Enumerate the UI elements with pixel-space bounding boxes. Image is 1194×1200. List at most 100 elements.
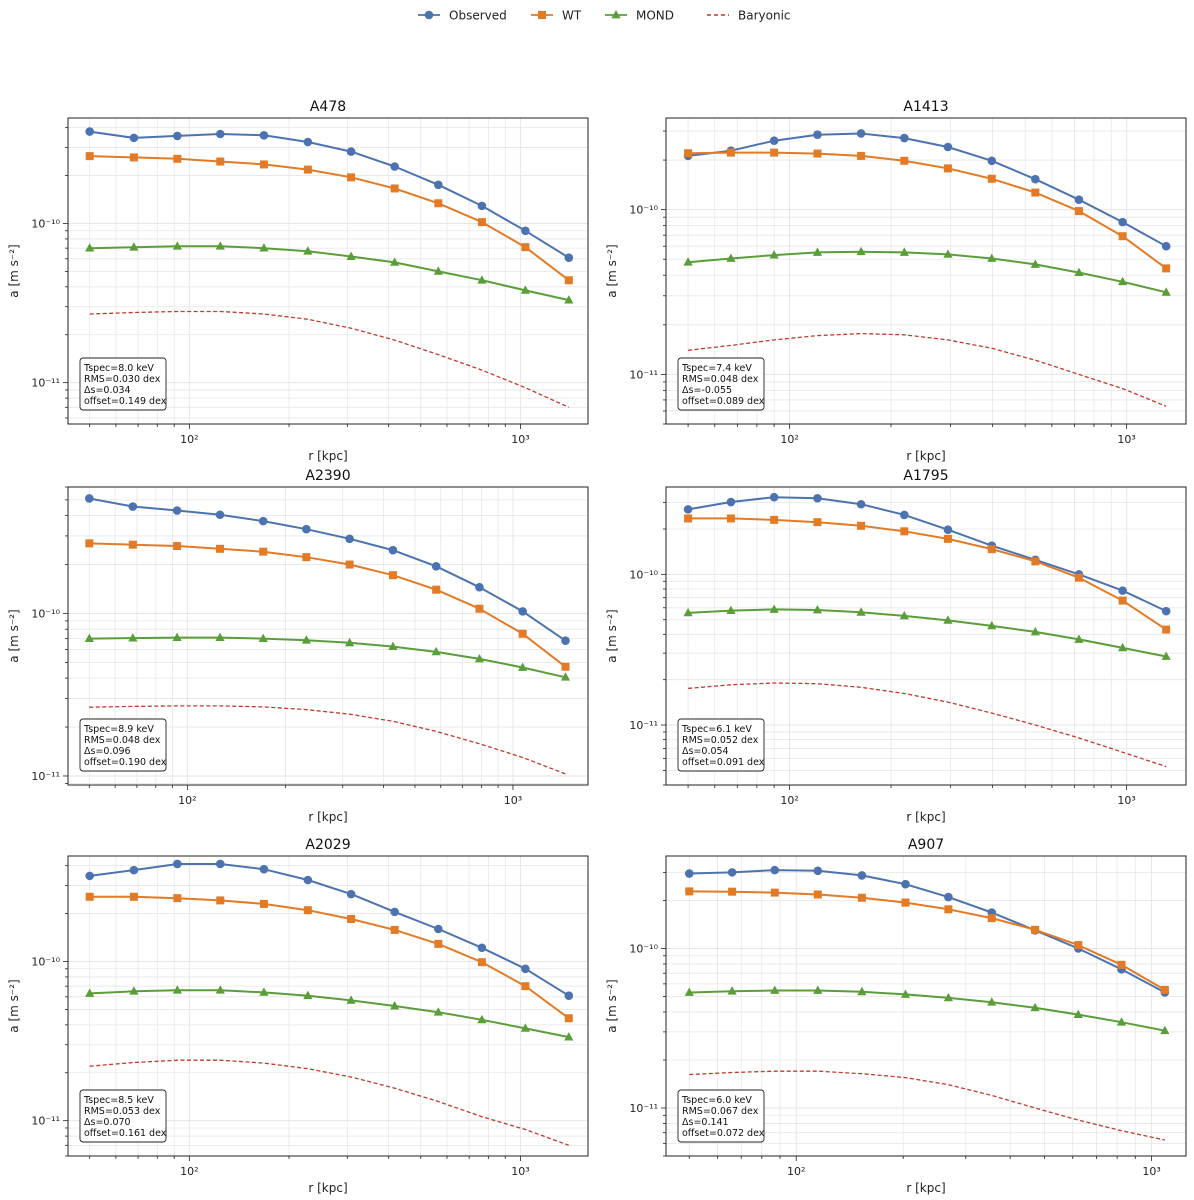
panel-title: A1413 [903, 99, 948, 115]
data-point-wt [561, 662, 570, 671]
plot-frame [67, 855, 589, 1157]
series-line-mond [89, 245, 570, 302]
data-point-mond [564, 295, 574, 304]
data-point-mond [520, 285, 530, 294]
legend-marker-circle [424, 10, 434, 20]
y-tick-label: 10⁻¹⁰ [629, 568, 658, 581]
data-point-wt [987, 914, 996, 923]
data-point-wt [564, 276, 573, 285]
data-point-observed [345, 534, 354, 544]
data-point-wt [216, 896, 225, 905]
data-point-observed [727, 868, 737, 877]
series-line-wt [89, 155, 570, 281]
data-point-wt [901, 898, 910, 907]
stats-line: Δs=0.096 [84, 746, 131, 757]
series-line-wt [89, 895, 570, 1020]
series-baryonic [89, 1059, 570, 1146]
data-point-observed [390, 162, 399, 171]
data-point-mond [812, 247, 823, 256]
data-point-mond [857, 986, 867, 996]
data-point-wt [1117, 960, 1126, 969]
data-point-observed [987, 156, 997, 166]
x-tick-label: 10² [780, 433, 798, 446]
series-line-baryonic [689, 1070, 1166, 1141]
data-point-observed [813, 493, 822, 503]
data-point-observed [259, 864, 269, 874]
stats-box-frame [677, 718, 765, 772]
data-point-wt [1162, 264, 1171, 273]
data-point-wt [85, 152, 94, 161]
data-point-observed [172, 506, 182, 515]
y-axis-label: a [m s⁻²] [605, 979, 619, 1032]
data-point-observed [769, 136, 779, 146]
data-point-wt [259, 160, 268, 169]
data-point-wt [987, 545, 996, 554]
data-point-mond [726, 253, 736, 262]
data-point-mond [477, 275, 487, 284]
panel-a478: 10² 10³ 10⁻¹¹ 10⁻¹⁰ A478 r [kpc] a [m s⁻²] Tspe… [7, 99, 589, 463]
panel-title: A2029 [305, 837, 350, 853]
legend-entry-baryonic: Baryonic [707, 9, 791, 23]
data-point-observed [303, 137, 313, 147]
data-point-wt [1118, 596, 1127, 605]
x-tick-label: 10³ [1117, 433, 1135, 446]
series-line-mond [688, 250, 1167, 294]
series-line-mond [89, 989, 569, 1039]
data-point-mond [1160, 1025, 1170, 1035]
data-point-wt [857, 521, 866, 530]
data-point-mond [1161, 287, 1171, 296]
data-point-observed [346, 147, 356, 156]
data-point-observed [1118, 217, 1127, 227]
data-point-observed [943, 142, 953, 152]
data-point-observed [769, 492, 779, 502]
data-point-observed [85, 494, 94, 503]
data-point-wt [726, 514, 735, 523]
data-point-wt [85, 539, 94, 548]
data-point-observed [129, 865, 139, 875]
data-point-mond [899, 610, 909, 620]
stats-line: offset=0.091 dex [682, 757, 765, 768]
data-point-wt [477, 958, 486, 967]
data-point-mond [518, 662, 528, 671]
data-point-observed [856, 499, 866, 509]
series-wt [85, 892, 573, 1023]
stats-line: Δs=0.054 [682, 746, 729, 757]
data-point-observed [475, 582, 484, 592]
data-point-wt [173, 154, 182, 163]
data-point-wt [302, 553, 311, 562]
data-point-wt [857, 151, 866, 160]
data-point-mond [856, 246, 866, 256]
stats-box-frame [677, 357, 765, 411]
data-point-observed [564, 991, 574, 1000]
data-point-wt [521, 982, 530, 991]
stats-line: Δs=0.141 [682, 1117, 729, 1128]
data-point-mond [987, 253, 997, 262]
data-point-mond [346, 251, 356, 260]
legend-marker-square [538, 11, 546, 19]
data-point-observed [856, 129, 866, 138]
axis-ticks [661, 502, 1128, 790]
series-mond [85, 241, 574, 304]
series-mond [85, 985, 574, 1041]
data-point-wt [434, 199, 443, 208]
legend-label: WT [562, 9, 582, 23]
legend: Observed WT MOND Baryonic [418, 9, 791, 23]
data-point-observed [943, 525, 953, 534]
stats-line: offset=0.089 dex [682, 396, 765, 407]
legend-entry-wt: WT [531, 9, 582, 23]
x-tick-label: 10³ [511, 1165, 529, 1178]
data-point-mond [431, 646, 441, 656]
data-point-wt [216, 544, 225, 553]
series-baryonic [89, 310, 570, 408]
data-point-observed [85, 871, 94, 881]
y-tick-label: 10⁻¹⁰ [31, 217, 60, 230]
data-point-wt [216, 157, 225, 166]
legend-label: Baryonic [738, 9, 791, 23]
series-mond [84, 632, 571, 681]
data-point-wt [1074, 573, 1083, 582]
data-point-observed [302, 524, 311, 534]
series-line-mond [689, 989, 1166, 1032]
data-point-observed [215, 510, 225, 520]
